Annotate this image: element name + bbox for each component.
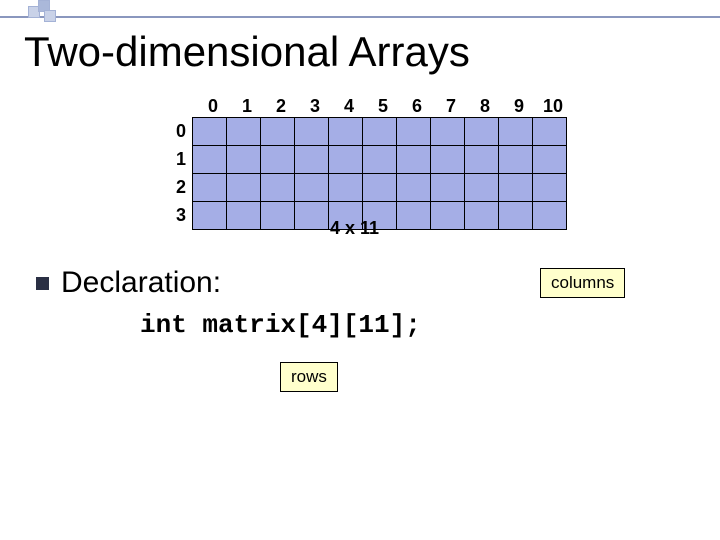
array-cell [227, 146, 261, 174]
array-cell [533, 202, 567, 230]
column-index-label: 5 [366, 96, 400, 117]
array-cell [397, 202, 431, 230]
array-cell [193, 118, 227, 146]
column-index-label: 10 [536, 96, 570, 117]
array-grid [192, 117, 567, 230]
array-cell [295, 174, 329, 202]
column-headers: 012345678910 [196, 96, 570, 117]
array-cell [363, 146, 397, 174]
array-grid-diagram: 012345678910 0123 [170, 96, 570, 230]
code-declaration: int matrix[4][11]; [140, 310, 421, 340]
array-cell [499, 146, 533, 174]
array-cell [499, 118, 533, 146]
column-index-label: 0 [196, 96, 230, 117]
slide-top-decoration [0, 0, 720, 24]
array-cell [465, 174, 499, 202]
array-cell [397, 118, 431, 146]
column-index-label: 2 [264, 96, 298, 117]
row-index-label: 1 [170, 145, 192, 173]
array-cell [431, 202, 465, 230]
array-cell [533, 174, 567, 202]
array-cell [295, 202, 329, 230]
annotation-rows: rows [280, 362, 338, 392]
array-cell [465, 118, 499, 146]
array-cell [397, 174, 431, 202]
bullet-square-icon [36, 277, 49, 290]
column-index-label: 9 [502, 96, 536, 117]
divider-line [0, 16, 720, 18]
annotation-columns: columns [540, 268, 625, 298]
grid-caption: 4 x 11 [330, 218, 379, 239]
array-cell [431, 174, 465, 202]
array-cell [499, 174, 533, 202]
array-cell [295, 146, 329, 174]
column-index-label: 4 [332, 96, 366, 117]
array-cell [227, 174, 261, 202]
array-cell [499, 202, 533, 230]
array-cell [431, 118, 465, 146]
array-cell [261, 146, 295, 174]
declaration-label: Declaration: [61, 266, 221, 300]
array-cell [261, 118, 295, 146]
array-cell [431, 146, 465, 174]
array-cell [465, 146, 499, 174]
array-cell [193, 174, 227, 202]
column-index-label: 3 [298, 96, 332, 117]
row-index-label: 3 [170, 201, 192, 229]
column-index-label: 1 [230, 96, 264, 117]
declaration-bullet: Declaration: [36, 266, 221, 300]
array-cell [397, 146, 431, 174]
array-cell [193, 146, 227, 174]
array-cell [329, 118, 363, 146]
array-cell [465, 202, 499, 230]
row-headers: 0123 [170, 117, 192, 230]
row-index-label: 0 [170, 117, 192, 145]
array-cell [363, 118, 397, 146]
page-title: Two-dimensional Arrays [24, 28, 470, 76]
column-index-label: 8 [468, 96, 502, 117]
column-index-label: 7 [434, 96, 468, 117]
array-cell [227, 118, 261, 146]
array-cell [533, 118, 567, 146]
column-index-label: 6 [400, 96, 434, 117]
row-index-label: 2 [170, 173, 192, 201]
array-cell [533, 146, 567, 174]
deco-square-icon [44, 10, 56, 22]
array-cell [261, 202, 295, 230]
array-cell [329, 174, 363, 202]
array-cell [227, 202, 261, 230]
array-cell [193, 202, 227, 230]
array-cell [261, 174, 295, 202]
array-cell [363, 174, 397, 202]
array-cell [295, 118, 329, 146]
array-cell [329, 146, 363, 174]
